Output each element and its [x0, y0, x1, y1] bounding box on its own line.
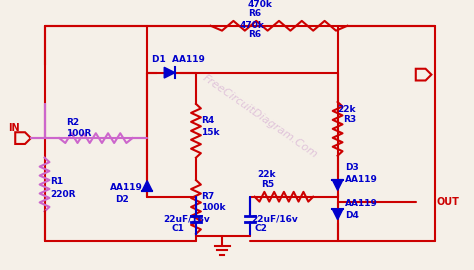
Text: D3: D3: [346, 163, 359, 172]
Text: R2: R2: [66, 119, 79, 127]
Text: 22uF/16v: 22uF/16v: [252, 214, 299, 223]
Polygon shape: [164, 67, 175, 78]
Text: IN: IN: [9, 123, 20, 133]
Text: 100k: 100k: [201, 203, 225, 212]
Text: 220R: 220R: [50, 190, 76, 199]
Text: AA119: AA119: [346, 200, 378, 208]
Text: 22k: 22k: [257, 170, 276, 179]
Text: R6: R6: [248, 31, 261, 39]
Text: D4: D4: [346, 211, 359, 220]
Text: 22k: 22k: [337, 105, 356, 114]
Text: C1: C1: [172, 224, 184, 233]
Text: R4: R4: [201, 116, 214, 126]
Text: AA119: AA119: [110, 183, 143, 192]
Text: R1: R1: [50, 177, 64, 186]
Text: R5: R5: [262, 180, 274, 189]
Text: OUT: OUT: [436, 197, 459, 207]
Text: R6: R6: [248, 9, 261, 18]
Text: AA119: AA119: [346, 175, 378, 184]
Text: 470k: 470k: [240, 21, 265, 30]
Text: C2: C2: [255, 224, 267, 233]
Text: 100R: 100R: [66, 129, 91, 138]
Text: D1  AA119: D1 AA119: [152, 55, 205, 64]
Text: D2: D2: [115, 195, 128, 204]
Text: 15k: 15k: [201, 128, 219, 137]
Polygon shape: [332, 209, 343, 220]
Text: 470k: 470k: [248, 0, 273, 9]
Text: FreeCircuitDiagram.Com: FreeCircuitDiagram.Com: [201, 72, 319, 160]
Polygon shape: [332, 180, 343, 190]
Text: R7: R7: [201, 192, 214, 201]
Text: R3: R3: [344, 114, 356, 123]
Text: 22uF/16v: 22uF/16v: [164, 214, 210, 223]
Polygon shape: [142, 181, 153, 191]
